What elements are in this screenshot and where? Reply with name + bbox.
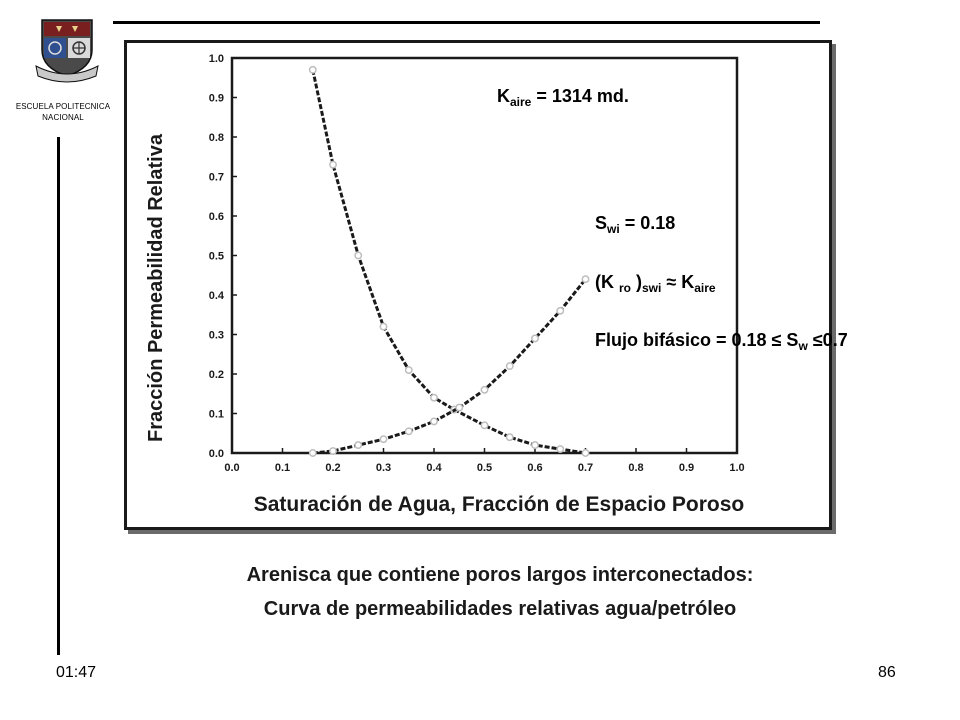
flujo-annotation: Flujo bifásico = 0.18 ≤ Sw ≤0.7 xyxy=(595,329,848,353)
top-rule xyxy=(113,21,820,24)
series-2-point xyxy=(404,427,413,436)
y-tick-label: 1.0 xyxy=(209,53,224,65)
y-tick-label: 0.7 xyxy=(209,172,224,184)
y-tick-label: 0.4 xyxy=(209,290,225,302)
swi-symbol: S xyxy=(595,213,608,233)
x-tick-label: 0.5 xyxy=(477,462,492,474)
series-2-point xyxy=(581,275,590,284)
kro-aire-subscript: aire xyxy=(694,281,716,295)
kro-swi-subscript: swi xyxy=(642,281,662,295)
y-tick-label: 0.6 xyxy=(209,211,224,223)
kaire-annotation: Kaire = 1314 md. xyxy=(497,85,629,109)
slide-page-number: 86 xyxy=(878,664,896,681)
caption-line1: Arenisca que contiene poros largos inter… xyxy=(246,564,754,586)
series-2-point xyxy=(308,449,317,457)
kro-mid: ) xyxy=(631,272,642,292)
flujo-range: ≤0.7 xyxy=(807,330,848,350)
series-1-point xyxy=(556,445,565,453)
y-tick-label: 0.1 xyxy=(209,409,224,421)
plot-axes-box xyxy=(230,56,739,455)
y-tick-label: 0.5 xyxy=(209,251,224,263)
series-1-point xyxy=(308,65,317,74)
slide-time: 01:47 xyxy=(56,664,97,681)
series-2-point xyxy=(430,417,438,426)
y-tick-label: 0.0 xyxy=(209,448,224,460)
series-1-point xyxy=(430,393,438,402)
series-2-point xyxy=(455,403,464,412)
series-1-point xyxy=(329,160,337,169)
series-1-point xyxy=(480,421,489,430)
x-tick-label: 0.3 xyxy=(376,462,391,474)
swi-annotation: Swi = 0.18 xyxy=(595,212,676,236)
y-axis-label: Fracción Permeabilidad Relativa xyxy=(145,133,167,442)
series-1-point xyxy=(531,441,539,450)
kaire-symbol: K xyxy=(497,86,510,106)
x-tick-label: 0.2 xyxy=(325,462,340,474)
x-tick-label: 0.0 xyxy=(224,462,239,474)
kro-annotation: (K ro )swi ≈ Kaire xyxy=(595,271,716,295)
flujo-subscript: w xyxy=(798,339,808,353)
kro-subscript: ro xyxy=(619,281,631,295)
y-tick-label: 0.3 xyxy=(209,330,224,342)
series-1-point xyxy=(354,251,363,260)
series-1-point xyxy=(581,449,590,457)
x-tick-label: 1.0 xyxy=(729,462,744,474)
institution-name: ESCUELA POLITECNICA NACIONAL xyxy=(6,101,120,123)
kro-prefix: (K xyxy=(595,272,619,292)
y-tick-label: 0.8 xyxy=(209,132,224,144)
flujo-text: Flujo bifásico = 0.18 ≤ S xyxy=(595,330,799,350)
swi-subscript: wi xyxy=(607,222,620,236)
x-tick-label: 0.1 xyxy=(275,462,290,474)
caption-line2: Curva de permeabilidades relativas agua/… xyxy=(263,598,737,620)
series-2-point xyxy=(531,334,539,343)
series-1-point xyxy=(379,322,388,331)
chart-frame: 0.0 0.1 0.2 0.3 0.4 0.5 0.6 0.7 0.8 0.9 1.0 0.0 0.1 0… xyxy=(124,40,832,530)
x-tick-label: 0.9 xyxy=(679,462,694,474)
series-1-point xyxy=(505,433,514,442)
institution-crest-logo xyxy=(35,19,99,83)
side-rule xyxy=(57,137,60,655)
x-axis-label: Saturación de Agua, Fracción de Espacio … xyxy=(254,493,745,516)
kaire-value: = 1314 md. xyxy=(531,86,629,106)
relative-permeability-chart: 0.0 0.1 0.2 0.3 0.4 0.5 0.6 0.7 0.8 0.9 1.0 0.0 0.1 0… xyxy=(145,53,745,516)
x-tick-label: 0.6 xyxy=(527,462,542,474)
series-1-line xyxy=(311,69,586,455)
series-2-point xyxy=(505,362,514,371)
x-tick-label: 0.4 xyxy=(426,462,442,474)
series-2-point xyxy=(379,435,388,444)
swi-value: = 0.18 xyxy=(619,213,676,233)
series-2-point xyxy=(556,306,565,315)
series-2-point xyxy=(329,447,337,455)
y-tick-label: 0.9 xyxy=(209,93,224,105)
series-2-line xyxy=(312,278,587,455)
kaire-subscript: aire xyxy=(510,95,532,109)
kro-approx: ≈ K xyxy=(661,272,695,292)
series-2-point xyxy=(354,441,363,450)
y-tick-label: 0.2 xyxy=(209,369,224,381)
series-1-point xyxy=(404,366,413,374)
institution-name-line2: NACIONAL xyxy=(42,113,84,122)
x-tick-label: 0.7 xyxy=(578,462,593,474)
institution-name-line1: ESCUELA POLITECNICA xyxy=(15,102,111,111)
series-2-point xyxy=(480,385,489,394)
x-tick-label: 0.8 xyxy=(628,462,643,474)
